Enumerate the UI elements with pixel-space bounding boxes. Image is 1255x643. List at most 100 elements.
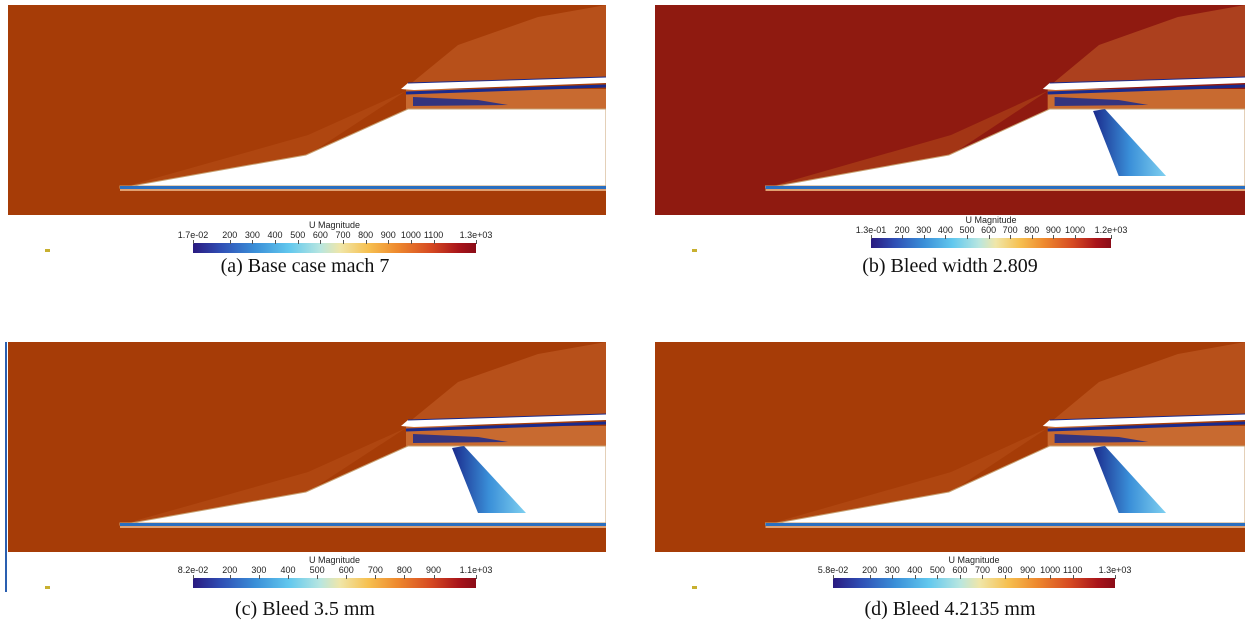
colorbar-tick — [230, 575, 231, 579]
colorbar-label: 600 — [313, 230, 328, 240]
colorbar-tick — [375, 575, 376, 579]
colorbar-label: 600 — [339, 565, 354, 575]
colorbar-tick — [434, 240, 435, 244]
colorbar-title: U Magnitude — [965, 215, 1016, 225]
colorbar-label: 700 — [368, 565, 383, 575]
colorbar — [833, 578, 1115, 588]
colorbar-label: 300 — [885, 565, 900, 575]
colorbar-label: 1.3e+03 — [1099, 565, 1132, 575]
colorbar-tick — [967, 235, 968, 239]
colorbar-tick — [298, 240, 299, 244]
colorbar-label: 200 — [222, 230, 237, 240]
colorbar-label: 900 — [426, 565, 441, 575]
figure: U Magnitude 1.7e-02 200 300 400 500 600 700 800 9… — [0, 0, 1255, 643]
colorbar-tick — [870, 575, 871, 579]
colorbar-label: 300 — [245, 230, 260, 240]
colorbar-label: 800 — [998, 565, 1013, 575]
colorbar-tick — [388, 240, 389, 244]
colorbar-label: 600 — [952, 565, 967, 575]
colorbar-tick — [252, 240, 253, 244]
colorbar-title: U Magnitude — [309, 555, 360, 565]
colorbar-label: 900 — [1020, 565, 1035, 575]
colorbar-label: 800 — [358, 230, 373, 240]
colorbar-label: 400 — [268, 230, 283, 240]
colorbar-label: 1.3e-01 — [856, 225, 887, 235]
floor-line — [766, 523, 1245, 526]
colorbar-label: 400 — [907, 565, 922, 575]
colorbar-tick — [275, 240, 276, 244]
colorbar-tick — [1075, 235, 1076, 239]
colorbar-label: 300 — [916, 225, 931, 235]
colorbar-label: 900 — [381, 230, 396, 240]
colorbar-title: U Magnitude — [309, 220, 360, 230]
colorbar-label: 300 — [251, 565, 266, 575]
caption: (d) Bleed 4.2135 mm — [864, 598, 1035, 621]
colorbar-label: 500 — [959, 225, 974, 235]
colorbar-tick — [346, 575, 347, 579]
colorbar-label: 1000 — [401, 230, 421, 240]
colorbar-tick — [476, 575, 477, 579]
colorbar-label: 8.2e-02 — [178, 565, 209, 575]
colorbar-label: 700 — [1003, 225, 1018, 235]
colorbar-tick — [288, 575, 289, 579]
flow-field — [8, 5, 606, 215]
floor — [766, 526, 1245, 528]
colorbar-label: 200 — [862, 565, 877, 575]
flow-field — [655, 342, 1245, 552]
floor-line — [766, 186, 1245, 189]
colorbar-label: 500 — [290, 230, 305, 240]
colorbar-tick — [1010, 235, 1011, 239]
colorbar-tick — [989, 235, 990, 239]
colorbar-tick — [924, 235, 925, 239]
colorbar-tick — [1050, 575, 1051, 579]
colorbar-label: 900 — [1046, 225, 1061, 235]
colorbar-tick — [1028, 575, 1029, 579]
colorbar-tick — [871, 235, 872, 239]
colorbar — [871, 238, 1111, 248]
flow-field — [655, 5, 1245, 215]
colorbar-tick — [960, 575, 961, 579]
colorbar-label: 800 — [1024, 225, 1039, 235]
flow-field — [8, 342, 606, 552]
colorbar-label: 500 — [310, 565, 325, 575]
colorbar-tick — [902, 235, 903, 239]
colorbar-tick — [259, 575, 260, 579]
caption: (a) Base case mach 7 — [221, 255, 390, 278]
colorbar-tick — [892, 575, 893, 579]
colorbar-tick — [1073, 575, 1074, 579]
colorbar-label: 1.7e-02 — [178, 230, 209, 240]
floor-line — [120, 186, 606, 189]
colorbar-label: 500 — [930, 565, 945, 575]
colorbar-tick — [945, 235, 946, 239]
colorbar-label: 1100 — [424, 230, 443, 240]
colorbar-tick — [915, 575, 916, 579]
colorbar-tick — [1111, 235, 1112, 239]
colorbar-label: 1.1e+03 — [460, 565, 493, 575]
colorbar — [193, 578, 476, 588]
colorbar-label: 200 — [895, 225, 910, 235]
colorbar-tick — [1005, 575, 1006, 579]
colorbar-label: 600 — [981, 225, 996, 235]
colorbar-tick — [317, 575, 318, 579]
colorbar-label: 1.3e+03 — [460, 230, 493, 240]
colorbar-tick — [343, 240, 344, 244]
floor — [766, 189, 1245, 191]
caption: (c) Bleed 3.5 mm — [235, 598, 375, 621]
colorbar-tick — [1053, 235, 1054, 239]
edge-line — [5, 342, 7, 592]
colorbar-tick — [982, 575, 983, 579]
colorbar-tick — [366, 240, 367, 244]
colorbar-tick — [1115, 575, 1116, 579]
colorbar-label: 800 — [397, 565, 412, 575]
axes-icon — [692, 586, 697, 589]
colorbar-label: 700 — [975, 565, 990, 575]
colorbar-tick — [833, 575, 834, 579]
colorbar-tick — [476, 240, 477, 244]
colorbar — [193, 243, 476, 253]
colorbar-label: 5.8e-02 — [818, 565, 849, 575]
colorbar-label: 1100 — [1063, 565, 1082, 575]
colorbar-tick — [193, 575, 194, 579]
floor-line — [120, 523, 606, 526]
floor — [120, 526, 606, 528]
caption: (b) Bleed width 2.809 — [862, 255, 1038, 278]
